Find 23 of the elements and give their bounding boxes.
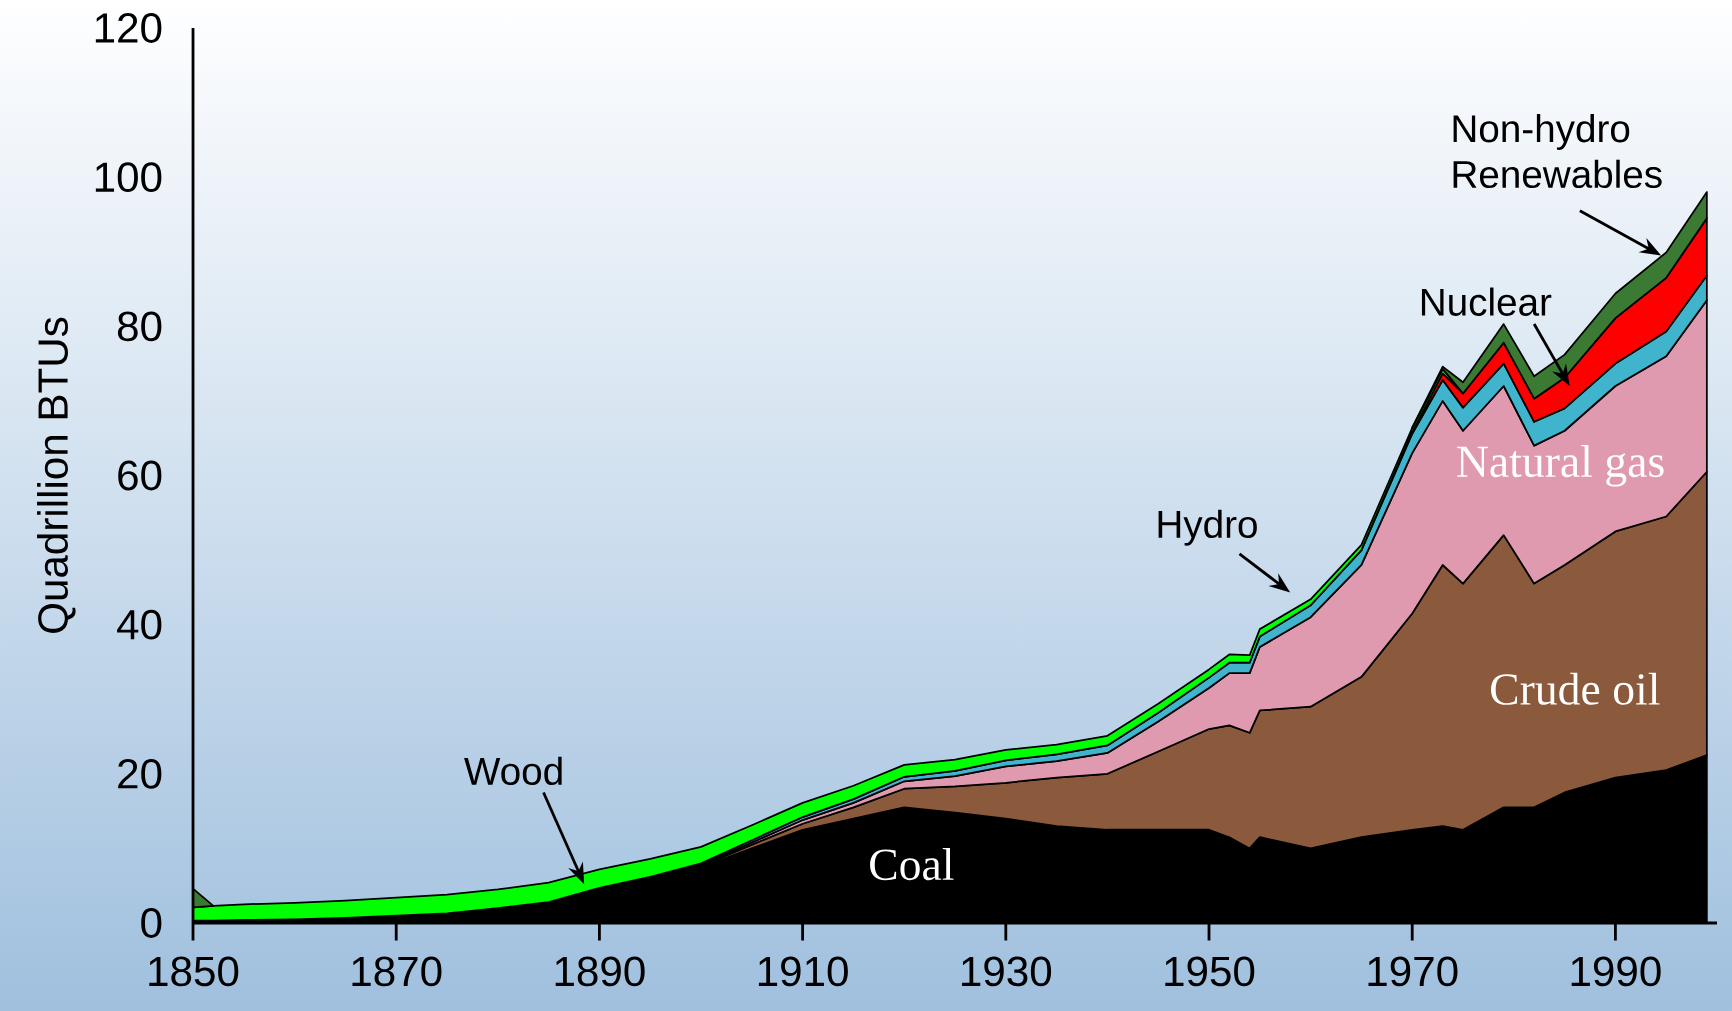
series-label: Coal bbox=[870, 848, 954, 881]
x-tick-label: 1890 bbox=[555, 956, 645, 987]
y-tick-label: 40 bbox=[117, 609, 162, 640]
x-tick-label: 1970 bbox=[1368, 956, 1458, 987]
series-label: Non-hydro Renewables bbox=[1453, 114, 1662, 189]
y-tick-label: 80 bbox=[117, 311, 162, 342]
y-tick-label: 60 bbox=[118, 460, 162, 491]
y-tick-label: 0 bbox=[141, 908, 162, 938]
y-axis-title: Quadrillion BTUs bbox=[37, 317, 76, 633]
y-tick-label: 20 bbox=[118, 758, 162, 789]
text: Wood bbox=[464, 756, 562, 786]
series-label: Crude oil bbox=[1490, 672, 1660, 705]
x-tick-label: 1930 bbox=[962, 956, 1052, 987]
series-label: Natural gas bbox=[1457, 445, 1664, 487]
x-tick-label: 1950 bbox=[1165, 956, 1255, 987]
x-tick-label: 1910 bbox=[758, 956, 848, 987]
text: Hydro bbox=[1158, 509, 1257, 546]
y-tick-label: 100 bbox=[95, 162, 162, 193]
x-tick-label: 1850 bbox=[149, 956, 239, 987]
series-label: Nuclear bbox=[1421, 287, 1552, 316]
y-tick-label: 120 bbox=[95, 13, 162, 43]
x-tick-label: 1870 bbox=[352, 956, 442, 987]
x-tick-label: 1990 bbox=[1571, 956, 1661, 987]
